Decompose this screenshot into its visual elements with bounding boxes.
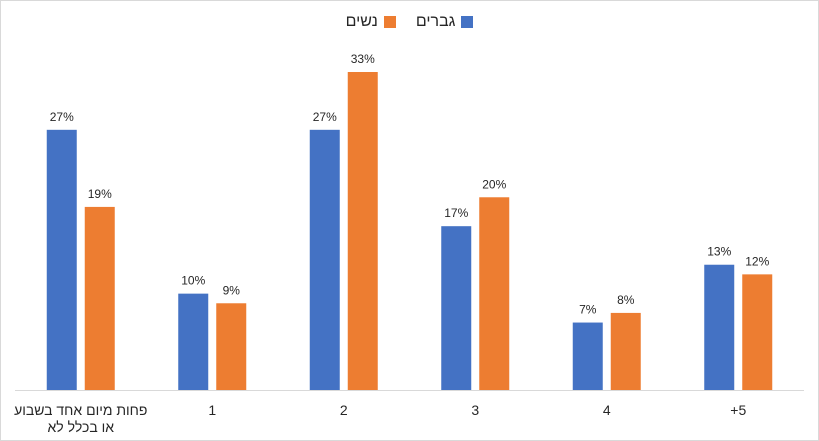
data-label-1-1: 9%	[223, 283, 241, 297]
data-label-0-3: 17%	[444, 206, 468, 220]
bar-1-2	[347, 72, 378, 390]
bar-0-3	[441, 226, 472, 390]
bar-0-5	[704, 264, 735, 390]
legend: גברים נשים	[1, 13, 818, 31]
x-tick-label-1: 1	[208, 402, 216, 418]
bar-1-1	[216, 303, 247, 390]
x-tick-label-3: 3	[471, 402, 479, 418]
legend-label-men: גברים	[415, 13, 456, 30]
bar-1-3	[479, 197, 510, 390]
bar-0-2	[309, 129, 340, 390]
x-tick-label-0: פחות מיום אחד בשבוע	[14, 402, 147, 418]
bar-1-5	[742, 274, 773, 390]
data-label-0-4: 7%	[579, 303, 597, 317]
data-label-0-2: 27%	[313, 110, 337, 124]
x-tick-label-5: 5+	[730, 402, 746, 418]
bar-0-0	[46, 129, 77, 390]
data-label-0-1: 10%	[181, 274, 205, 288]
legend-swatch-men	[461, 16, 474, 28]
bar-1-4	[610, 312, 641, 390]
data-label-1-0: 19%	[88, 187, 112, 201]
data-label-0-0: 27%	[50, 110, 74, 124]
legend-swatch-women	[383, 16, 396, 28]
data-label-1-3: 20%	[482, 177, 506, 191]
bar-0-4	[572, 322, 603, 390]
data-label-0-5: 13%	[707, 245, 731, 259]
bar-0-1	[178, 293, 209, 390]
data-label-1-5: 12%	[745, 254, 769, 268]
x-tick-label-2: 2	[340, 402, 348, 418]
x-tick-label-0-line1: או בכלל לא	[47, 419, 114, 435]
legend-item-men: גברים	[416, 13, 474, 31]
data-label-1-2: 33%	[351, 52, 375, 66]
bar-1-0	[84, 206, 115, 390]
legend-item-women: נשים	[346, 13, 396, 31]
legend-label-women: נשים	[345, 13, 378, 30]
data-label-1-4: 8%	[617, 293, 635, 307]
x-tick-label-4: 4	[603, 402, 611, 418]
